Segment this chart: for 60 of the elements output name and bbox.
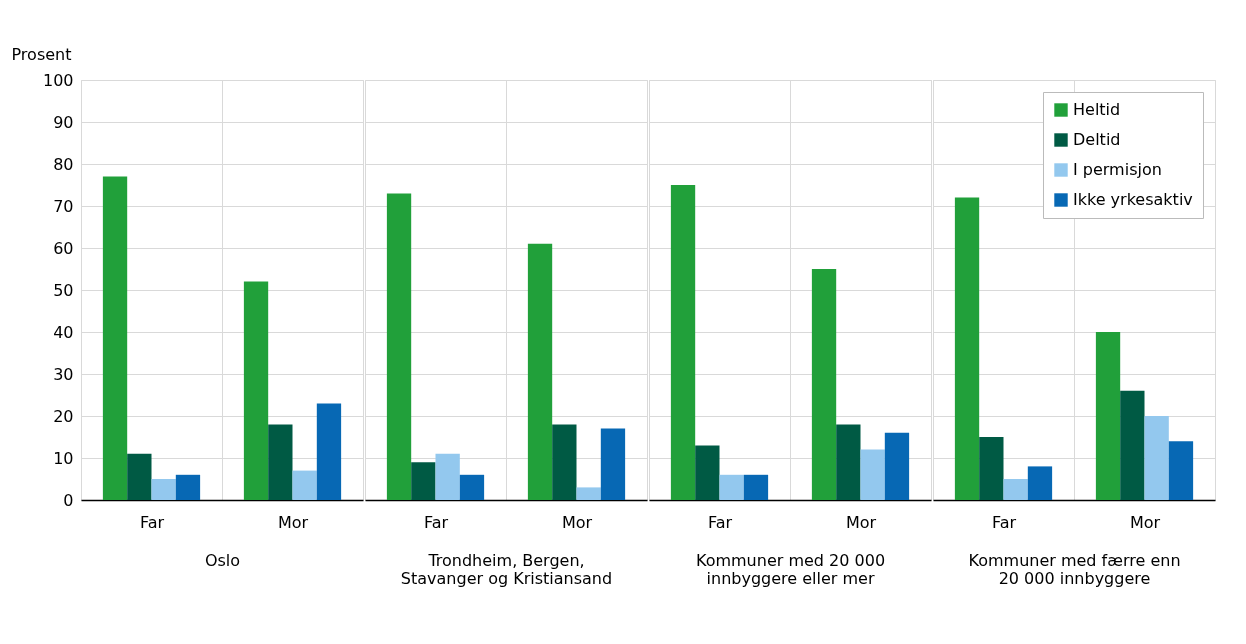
bar bbox=[411, 462, 436, 500]
y-tick-label: 20 bbox=[53, 406, 74, 426]
bar bbox=[1003, 479, 1028, 500]
y-tick-label: 80 bbox=[53, 154, 74, 174]
bar bbox=[884, 432, 910, 500]
bar bbox=[1168, 441, 1194, 500]
bar bbox=[979, 437, 1004, 500]
x-tick-label: Mor bbox=[1129, 512, 1161, 532]
y-tick-label: 50 bbox=[53, 280, 74, 300]
y-tick-label: 70 bbox=[53, 196, 74, 216]
legend-label: Deltid bbox=[1073, 130, 1121, 149]
bar bbox=[243, 281, 269, 500]
bar bbox=[1144, 416, 1169, 500]
bar bbox=[459, 474, 485, 500]
legend-label: Ikke yrkesaktiv bbox=[1073, 190, 1193, 209]
bar bbox=[435, 453, 460, 500]
legend-label: Heltid bbox=[1073, 100, 1121, 119]
bar bbox=[527, 243, 553, 500]
x-axis-title: Kommuner med 20 000 innbyggere eller mer bbox=[695, 550, 886, 588]
y-axis-title: Prosent bbox=[11, 44, 72, 64]
bar bbox=[860, 449, 885, 500]
x-tick-label: Far bbox=[139, 512, 165, 532]
bar bbox=[102, 176, 128, 500]
bar bbox=[151, 479, 176, 500]
bar bbox=[670, 185, 696, 500]
x-tick-label: Far bbox=[707, 512, 733, 532]
bar bbox=[552, 424, 577, 500]
bar bbox=[576, 487, 601, 500]
bar bbox=[1095, 332, 1121, 500]
x-axis-title: Trondheim, Bergen, Stavanger og Kristiansand bbox=[400, 550, 613, 588]
x-axis-title: Kommuner med færre enn 20 000 innbyggere bbox=[968, 550, 1181, 588]
x-tick-label: Mor bbox=[561, 512, 593, 532]
bar bbox=[386, 193, 412, 500]
x-axis-title: Oslo bbox=[204, 550, 241, 570]
bar bbox=[811, 269, 837, 500]
bar bbox=[600, 428, 626, 500]
bar bbox=[719, 474, 744, 500]
x-tick-label: Mor bbox=[277, 512, 309, 532]
y-tick-label: 60 bbox=[53, 238, 74, 258]
y-tick-label: 100 bbox=[42, 70, 74, 90]
y-tick-label: 30 bbox=[53, 364, 74, 384]
x-tick-label: Mor bbox=[845, 512, 877, 532]
y-tick-label: 10 bbox=[53, 448, 74, 468]
bar bbox=[954, 197, 980, 500]
y-tick-label: 0 bbox=[63, 490, 74, 510]
bar bbox=[695, 445, 720, 500]
x-tick-label: Far bbox=[991, 512, 1017, 532]
y-tick-label: 40 bbox=[53, 322, 74, 342]
y-tick-label: 90 bbox=[53, 112, 74, 132]
bar bbox=[1027, 466, 1053, 500]
bar bbox=[316, 403, 342, 500]
bar bbox=[175, 474, 201, 500]
bar bbox=[268, 424, 293, 500]
bar bbox=[127, 453, 152, 500]
legend-label: I permisjon bbox=[1073, 160, 1162, 179]
bar bbox=[743, 474, 769, 500]
x-tick-label: Far bbox=[423, 512, 449, 532]
bar bbox=[836, 424, 861, 500]
bar bbox=[1120, 390, 1145, 500]
bar bbox=[292, 470, 317, 500]
